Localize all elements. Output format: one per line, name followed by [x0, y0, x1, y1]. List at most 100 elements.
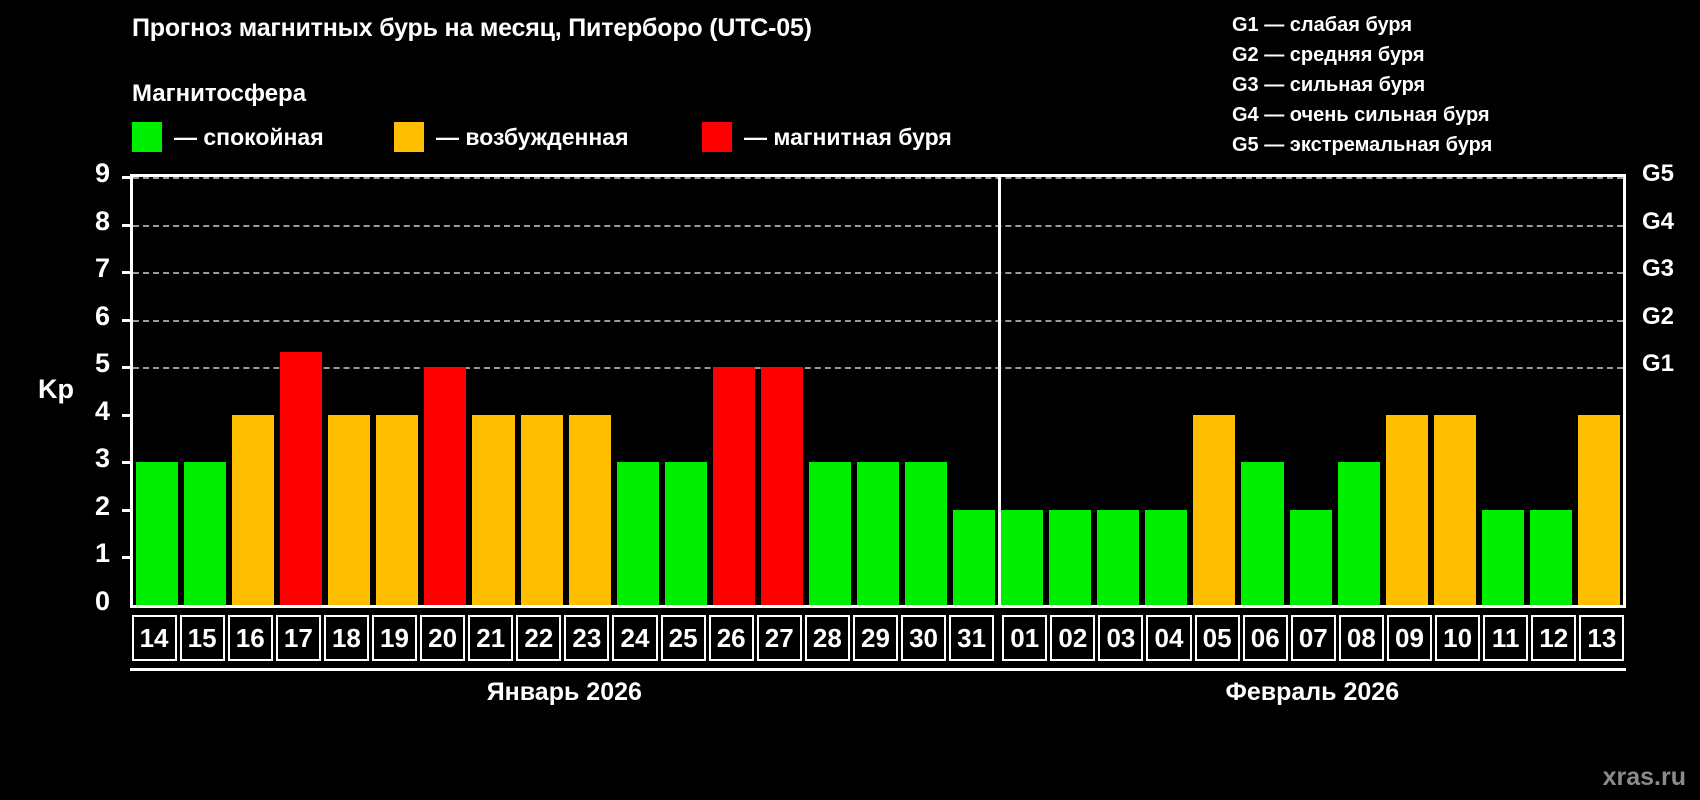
bar-Январь-26 — [712, 367, 755, 605]
axis-baseline — [130, 668, 1626, 671]
day-label-Январь-19: 19 — [371, 615, 418, 661]
bar-cell — [902, 177, 950, 605]
bar-Февраль-04 — [1145, 509, 1188, 605]
bar-cell — [1431, 177, 1479, 605]
day-label-Февраль-06: 06 — [1242, 615, 1288, 661]
magnetosphere-heading: Магнитосфера — [132, 80, 307, 107]
bar-cell — [181, 177, 229, 605]
day-label-Февраль-05: 05 — [1194, 615, 1240, 661]
bar-cell — [1479, 177, 1527, 605]
bar-cell — [325, 177, 373, 605]
bar-Январь-18 — [328, 414, 371, 605]
day-label-Январь-30: 30 — [901, 615, 947, 661]
bar-Февраль-05 — [1193, 414, 1236, 605]
g-scale-line-4: G4 — очень сильная буря — [1232, 104, 1490, 126]
day-label-Февраль-13: 13 — [1579, 615, 1625, 661]
bar-cell — [950, 177, 998, 605]
y-tick-mark-7 — [122, 271, 133, 275]
bar-Февраль-07 — [1289, 509, 1332, 605]
gridline-kp-7 — [133, 272, 1623, 275]
legend-swatch-calm — [132, 122, 162, 152]
y-tick-label-6: 6 — [94, 300, 110, 331]
y-axis-title: Kp — [38, 374, 74, 404]
y-tick-mark-6 — [122, 318, 133, 322]
day-label-Январь-23: 23 — [564, 615, 610, 661]
day-label-Февраль-03: 03 — [1098, 615, 1144, 661]
bar-Январь-29 — [856, 462, 899, 605]
bar-cell — [133, 177, 181, 605]
bar-Январь-23 — [568, 414, 611, 605]
bar-Февраль-09 — [1385, 414, 1428, 605]
y-tick-mark-8 — [122, 223, 133, 227]
bar-Февраль-11 — [1481, 509, 1524, 605]
bar-cell — [469, 177, 517, 605]
legend-label-unsettled: — возбужденная — [436, 123, 629, 150]
bar-cell — [229, 177, 277, 605]
bar-Февраль-10 — [1433, 414, 1476, 605]
y-tick-label-4: 4 — [94, 395, 110, 426]
bar-cell — [854, 177, 902, 605]
day-label-Январь-24: 24 — [612, 615, 658, 661]
bar-cell — [1142, 177, 1190, 605]
legend-item-calm: — спокойная — [132, 120, 324, 154]
day-label-Февраль-02: 02 — [1050, 615, 1096, 661]
g-scale-legend: G1 — слабая буря G2 — средняя буря G3 — си… — [1232, 10, 1492, 160]
day-label-Февраль-10: 10 — [1435, 615, 1481, 661]
bar-Февраль-02 — [1049, 509, 1092, 605]
bar-Январь-25 — [664, 462, 707, 605]
bar-cell — [1190, 177, 1238, 605]
day-label-Февраль-11: 11 — [1483, 615, 1529, 661]
bar-cell — [1287, 177, 1335, 605]
bar-Январь-17 — [280, 351, 323, 605]
bar-series — [133, 177, 1623, 605]
y-tick-mark-3 — [122, 461, 133, 465]
legend-item-storm: — магнитная буря — [702, 120, 952, 154]
bar-Январь-16 — [232, 414, 275, 605]
day-label-Январь-26: 26 — [708, 615, 754, 661]
bar-Январь-21 — [472, 414, 515, 605]
day-label-row: 14 15 16 17 18 19 20 21 22 23 24 25 26 27 28 29 30 31 01 02… — [130, 615, 1626, 661]
g-scale-line-2: G2 — средняя буря — [1232, 44, 1425, 66]
day-label-Январь-20: 20 — [420, 615, 466, 661]
bar-cell — [277, 177, 325, 605]
y-tick-mark-9 — [122, 176, 133, 179]
bar-Январь-30 — [905, 462, 948, 605]
g-tick-label-G3: G3 — [1642, 255, 1675, 283]
g-tick-label-G5: G5 — [1642, 160, 1675, 187]
g-scale-line-1: G1 — слабая буря — [1232, 14, 1413, 36]
day-label-Февраль-07: 07 — [1290, 615, 1336, 661]
day-label-Январь-28: 28 — [804, 615, 850, 661]
day-label-Январь-16: 16 — [227, 615, 273, 661]
bar-cell — [758, 177, 806, 605]
g-tick-label-G4: G4 — [1642, 207, 1675, 235]
y-tick-label-5: 5 — [94, 348, 110, 379]
day-label-Февраль-01: 01 — [1002, 615, 1048, 661]
legend-label-calm: — спокойная — [174, 123, 324, 150]
day-label-Февраль-04: 04 — [1146, 615, 1192, 661]
bar-cell — [998, 177, 1046, 605]
day-label-Февраль-08: 08 — [1338, 615, 1384, 661]
bar-cell — [662, 177, 710, 605]
watermark: xras.ru — [1602, 763, 1686, 791]
month-label-row: Январь 2026 Февраль 2026 — [130, 678, 1626, 718]
bar-cell — [710, 177, 758, 605]
y-tick-mark-5 — [122, 366, 133, 370]
bar-Январь-20 — [424, 367, 467, 605]
bar-Январь-15 — [184, 462, 227, 605]
gridline-kp-9 — [133, 177, 1623, 179]
bar-Январь-22 — [520, 414, 563, 605]
month-label-1: Январь 2026 — [486, 678, 642, 706]
gridline-kp-5 — [133, 367, 1623, 370]
legend-swatch-storm — [702, 122, 732, 152]
y-tick-label-7: 7 — [94, 253, 110, 284]
bar-cell — [1383, 177, 1431, 605]
day-label-Январь-29: 29 — [852, 615, 898, 661]
g-tick-label-G1: G1 — [1642, 350, 1675, 378]
day-label-Февраль-09: 09 — [1386, 615, 1433, 661]
bar-Январь-19 — [376, 414, 419, 605]
bar-Февраль-01 — [1001, 509, 1044, 605]
month-label-2: Февраль 2026 — [1225, 678, 1400, 706]
bar-cell — [1335, 177, 1383, 605]
bar-Январь-31 — [953, 509, 996, 605]
day-label-Январь-15: 15 — [179, 615, 225, 661]
